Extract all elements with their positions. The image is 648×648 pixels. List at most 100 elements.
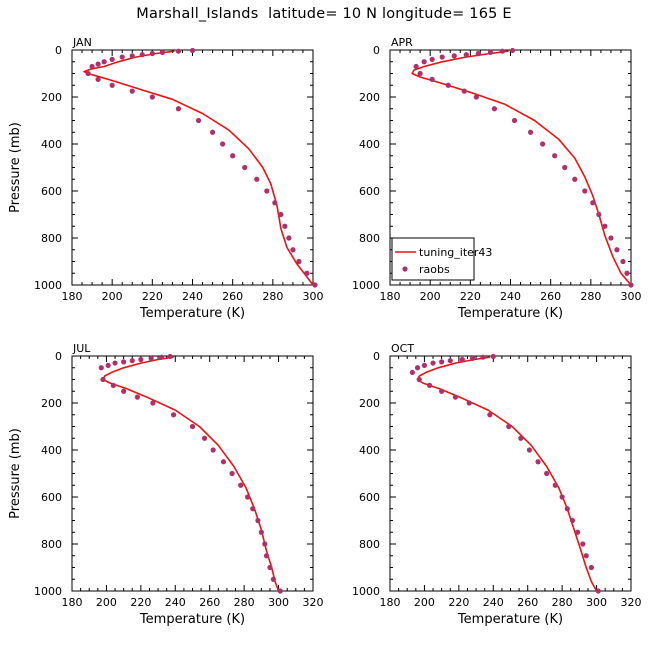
panel-oct: OCT 180 200 220 240 260 280 300 320 0 200 400 600 800… [352, 342, 642, 627]
x-tick-label: 240 [182, 290, 203, 303]
obs-point [588, 564, 595, 571]
obs-point [210, 447, 216, 453]
obs-point [201, 435, 208, 441]
plot-frame [71, 49, 314, 286]
obs-point [487, 49, 494, 55]
obs-point [149, 94, 155, 100]
obs-point [439, 359, 445, 365]
obs-point [129, 53, 135, 59]
obs-point [527, 129, 534, 135]
obs-point [583, 553, 589, 559]
obs-point [270, 576, 277, 582]
obs-point [244, 494, 251, 500]
y-tick-label: 0 [373, 350, 380, 363]
obs-point [138, 356, 144, 363]
obs-point [473, 94, 479, 100]
obs-point [447, 358, 453, 364]
obs-point [139, 52, 145, 58]
obs-point [459, 356, 465, 363]
obs-point [304, 270, 310, 276]
obs-point [167, 353, 173, 360]
obs-point [98, 365, 104, 371]
page-title: Marshall_Islands latitude= 10 N longitud… [136, 6, 512, 22]
obs-point [461, 88, 467, 94]
y-tick-label: 400 [41, 444, 62, 457]
panel-label: APR [391, 36, 413, 49]
model-line [102, 356, 280, 592]
y-tick-label: 0 [55, 350, 62, 363]
x-tick-label: 300 [268, 596, 289, 609]
x-axis-label: Temperature (K) [139, 306, 245, 321]
obs-point [89, 63, 95, 70]
y-tick-label: 600 [359, 185, 380, 198]
obs-point [416, 376, 422, 383]
obs-point [421, 362, 428, 368]
y-tick-label: 1000 [34, 279, 62, 292]
x-tick-label: 260 [540, 290, 561, 303]
x-axis-label: Temperature (K) [139, 612, 245, 627]
y-tick-label: 400 [41, 138, 62, 151]
x-tick-label: 180 [62, 290, 83, 303]
obs-point [95, 76, 101, 82]
obs-point [105, 362, 111, 368]
legend-box [391, 237, 475, 281]
obs-point [624, 270, 630, 276]
obs-point [290, 247, 296, 253]
panel-jan: JAN 180 200 220 240 260 280 300 0 200 400 600 800 100… [8, 36, 324, 321]
plot-frame [389, 355, 632, 592]
obs-point [572, 176, 578, 182]
obs-point [535, 459, 541, 465]
obs-point [110, 382, 116, 388]
obs-point [254, 176, 260, 182]
obs-point [134, 394, 141, 400]
obs-point [242, 164, 248, 171]
obs-point [451, 53, 457, 59]
obs-point [595, 588, 601, 594]
obs-point [220, 141, 226, 147]
obs-point [109, 56, 115, 63]
obs-point [238, 482, 244, 488]
obs-point [296, 258, 302, 265]
obs-point [475, 50, 481, 57]
x-tick-label: 300 [303, 290, 324, 303]
x-tick-label: 260 [199, 596, 220, 609]
obs-point [262, 541, 268, 547]
obs-point [608, 235, 614, 241]
y-tick-label: 1000 [34, 585, 62, 598]
obs-point [518, 435, 524, 441]
obs-point [195, 117, 202, 124]
x-tick-label: 320 [621, 596, 642, 609]
obs-point [526, 447, 533, 453]
obs-point [463, 52, 469, 58]
obs-point [255, 517, 261, 524]
legend-marker-swatch [402, 266, 408, 272]
obs-point [220, 459, 227, 465]
x-tick-label: 180 [380, 290, 401, 303]
obs-point [429, 76, 435, 82]
model-line [416, 356, 598, 592]
y-tick-label: 200 [359, 397, 380, 410]
x-tick-label: 220 [460, 290, 481, 303]
obs-point [263, 553, 270, 559]
y-tick-label: 800 [41, 538, 62, 551]
x-tick-label: 280 [234, 596, 255, 609]
obs-point [569, 517, 576, 524]
obs-point [264, 188, 270, 194]
obs-point [564, 506, 570, 512]
y-tick-label: 400 [359, 444, 380, 457]
obs-point [466, 400, 472, 406]
plot-frame [71, 355, 314, 592]
obs-point [109, 82, 115, 88]
x-tick-label: 180 [62, 596, 83, 609]
obs-point [159, 49, 165, 55]
x-tick-label: 300 [586, 596, 607, 609]
obs-point [278, 211, 284, 218]
obs-point [229, 470, 235, 477]
obs-point [628, 282, 634, 288]
obs-point [540, 141, 546, 147]
obs-point [158, 354, 165, 360]
x-tick-label: 240 [483, 596, 504, 609]
y-tick-label: 600 [41, 185, 62, 198]
obs-point [439, 388, 445, 394]
